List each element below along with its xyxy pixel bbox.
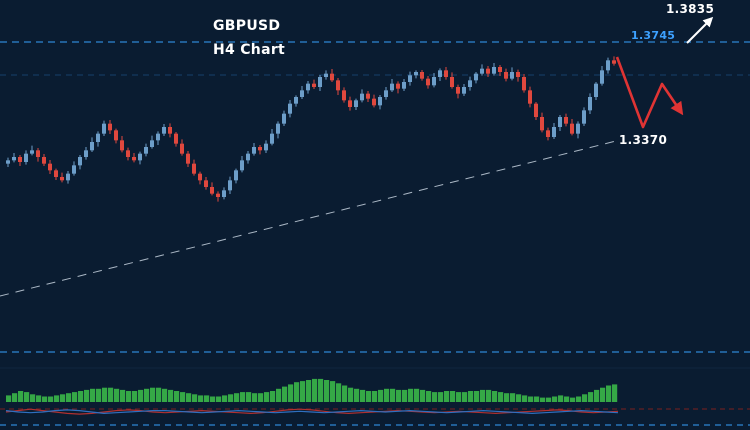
symbol-label: GBPUSD <box>213 18 281 34</box>
timeframe-label: H4 Chart <box>213 42 286 58</box>
target-price-label: 1.3835 <box>666 2 715 16</box>
support-price-label: 1.3370 <box>619 133 668 147</box>
resistance-price-label: 1.3745 <box>631 29 676 42</box>
